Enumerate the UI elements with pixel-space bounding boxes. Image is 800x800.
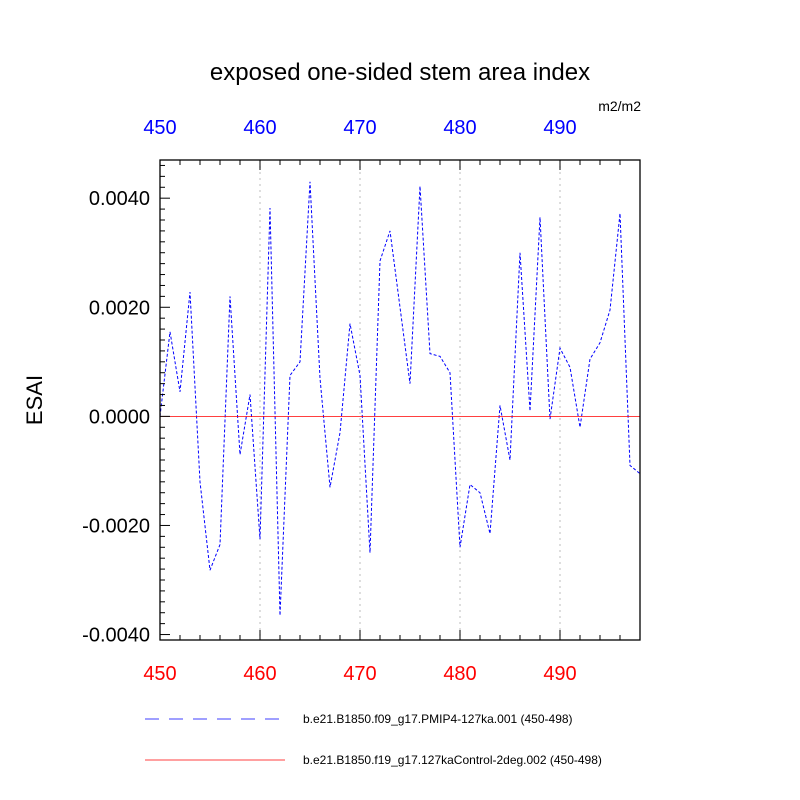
legend-label-1: b.e21.B1850.f09_g17.PMIP4-127ka.001 (450… (303, 712, 573, 726)
x-tick-label-bottom-490: 490 (543, 663, 576, 685)
legend-label-2: b.e21.B1850.f19_g17.127kaControl-2deg.00… (303, 753, 602, 767)
x-tick-label-top-470: 470 (343, 117, 376, 139)
x-tick-label-bottom-480: 480 (443, 663, 476, 685)
y-axis-label: ESAI (22, 375, 47, 425)
x-tick-label-top-480: 480 (443, 117, 476, 139)
legend: b.e21.B1850.f09_g17.PMIP4-127ka.001 (450… (145, 712, 602, 767)
y-tick-label-3: 0.0020 (89, 297, 150, 319)
x-tick-label-bottom-470: 470 (343, 663, 376, 685)
y-tick-label-1: -0.0020 (82, 515, 150, 537)
y-tick-label-4: 0.0040 (89, 188, 150, 210)
y-tick-label-2: 0.0000 (89, 406, 150, 428)
x-tick-label-top-460: 460 (243, 117, 276, 139)
plot-frame (159, 159, 641, 641)
series-group (159, 181, 641, 616)
chart-title: exposed one-sided stem area index (210, 59, 590, 86)
x-tick-label-top-450: 450 (143, 117, 176, 139)
x-tick-label-bottom-460: 460 (243, 663, 276, 685)
x-tick-label-top-490: 490 (543, 117, 576, 139)
units-label: m2/m2 (598, 98, 641, 114)
grid-lines (259, 160, 561, 640)
y-tick-label-0: -0.0040 (82, 625, 150, 647)
axes: 450 450 460 460 470 470 480 480 490 490 -0.0040 -0.… (82, 117, 641, 685)
series-line-1 (159, 181, 641, 616)
x-tick-label-bottom-450: 450 (143, 663, 176, 685)
